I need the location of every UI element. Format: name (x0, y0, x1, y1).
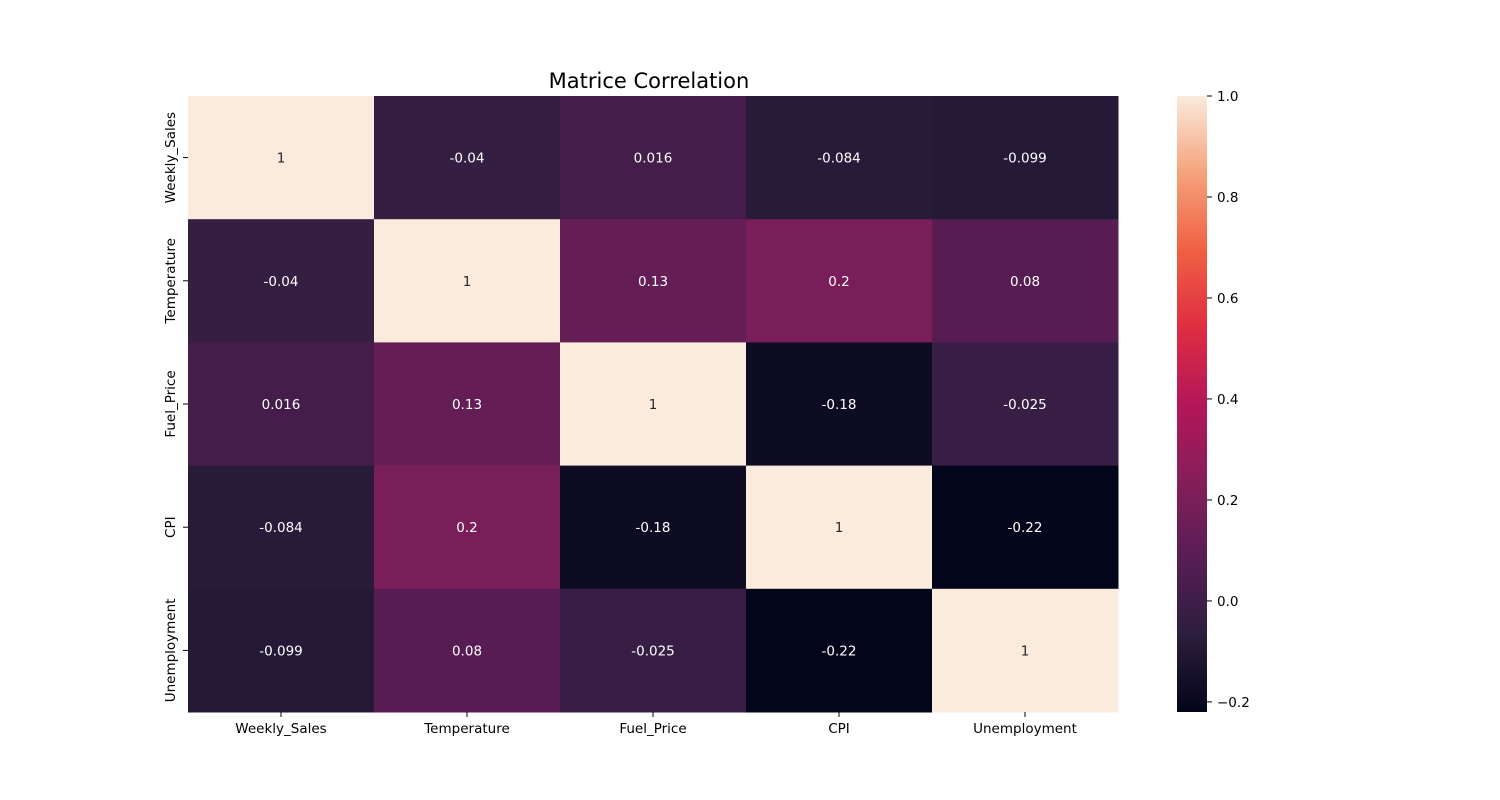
cell-value-label: -0.099 (1003, 151, 1047, 167)
cell-value-label: 0.13 (452, 397, 482, 413)
colorbar-tick-label: 0.2 (1217, 493, 1238, 509)
y-tick-label: Fuel_Price (163, 370, 179, 437)
colorbar-tick-label: 0.8 (1217, 190, 1238, 206)
cell-value-label: 1 (1021, 643, 1030, 659)
heatmap-cell (374, 588, 561, 713)
heatmap-cell (932, 96, 1119, 220)
x-tick-label: Weekly_Sales (235, 721, 326, 737)
x-axis-ticks: Weekly_Sales Temperature Fuel_Price CPI Unem… (235, 712, 1077, 737)
cell-value-label: -0.22 (822, 643, 857, 659)
colorbar-tick-label: 0.4 (1217, 392, 1238, 408)
cell-value-label: 1 (835, 520, 844, 536)
cell-value-label: -0.025 (631, 643, 675, 659)
heatmap-cell (746, 588, 933, 713)
cell-value-label: 0.2 (456, 520, 477, 536)
heatmap-cell (374, 96, 561, 220)
heatmap-cell (374, 465, 561, 590)
heatmap-cell (560, 342, 747, 467)
colorbar-ticks: 1.0 0.8 0.6 0.4 0.2 0.0 −0.2 (1207, 89, 1250, 711)
heatmap-cells: 1 -0.04 0.016 -0.084 -0.099 -0.04 1 0.13 0.2 0.08… (188, 96, 1119, 713)
cell-value-label: -0.04 (450, 151, 485, 167)
heatmap-cell (188, 588, 375, 713)
heatmap-cell (560, 465, 747, 590)
cell-value-label: 0.08 (1010, 274, 1040, 290)
x-tick-label: Fuel_Price (619, 721, 686, 737)
heatmap-cell (374, 219, 561, 343)
cell-value-label: -0.084 (817, 151, 861, 167)
heatmap-cell (746, 465, 933, 590)
y-tick-label: Weekly_Sales (163, 112, 179, 203)
y-axis-ticks: Weekly_Sales Temperature Fuel_Price CPI Unem… (163, 112, 188, 702)
chart-title: Matrice Correlation (549, 69, 750, 93)
y-tick-label: Temperature (163, 238, 179, 325)
cell-value-label: 1 (277, 151, 286, 167)
heatmap-cell (932, 588, 1119, 713)
x-tick-label: CPI (828, 721, 850, 737)
heatmap-cell (188, 465, 375, 590)
colorbar-tick-label: 0.6 (1217, 291, 1238, 307)
heatmap-cell (374, 342, 561, 467)
colorbar-tick-label: −0.2 (1217, 695, 1250, 711)
cell-value-label: 0.08 (452, 643, 482, 659)
colorbar-tick-label: 1.0 (1217, 89, 1238, 105)
cell-value-label: -0.18 (636, 520, 671, 536)
cell-value-label: -0.18 (822, 397, 857, 413)
cell-value-label: -0.04 (264, 274, 299, 290)
x-tick-label: Unemployment (973, 721, 1077, 737)
cell-value-label: 0.2 (828, 274, 849, 290)
heatmap-cell (746, 219, 933, 343)
cell-value-label: -0.025 (1003, 397, 1047, 413)
heatmap-cell (560, 219, 747, 343)
heatmap-cell (560, 588, 747, 713)
cell-value-label: -0.099 (259, 643, 303, 659)
y-tick-label: CPI (163, 516, 179, 538)
cell-value-label: 1 (649, 397, 658, 413)
heatmap-cell (560, 96, 747, 220)
cell-value-label: -0.22 (1008, 520, 1043, 536)
cell-value-label: 0.016 (634, 151, 673, 167)
cell-value-label: 1 (463, 274, 472, 290)
heatmap-cell (746, 342, 933, 467)
cell-value-label: 0.016 (262, 397, 301, 413)
cell-value-label: 0.13 (638, 274, 668, 290)
heatmap-cell (932, 342, 1119, 467)
heatmap-cell (932, 465, 1119, 590)
heatmap-cell (746, 96, 933, 220)
colorbar: 1.0 0.8 0.6 0.4 0.2 0.0 −0.2 (1177, 89, 1250, 712)
x-tick-label: Temperature (423, 721, 510, 737)
heatmap-cell (188, 96, 375, 220)
heatmap-cell (188, 219, 375, 343)
heatmap-cell (932, 219, 1119, 343)
heatmap-cell (188, 342, 375, 467)
colorbar-gradient (1177, 96, 1207, 712)
cell-value-label: -0.084 (259, 520, 303, 536)
colorbar-tick-label: 0.0 (1217, 594, 1238, 610)
y-tick-label: Unemployment (163, 599, 179, 703)
